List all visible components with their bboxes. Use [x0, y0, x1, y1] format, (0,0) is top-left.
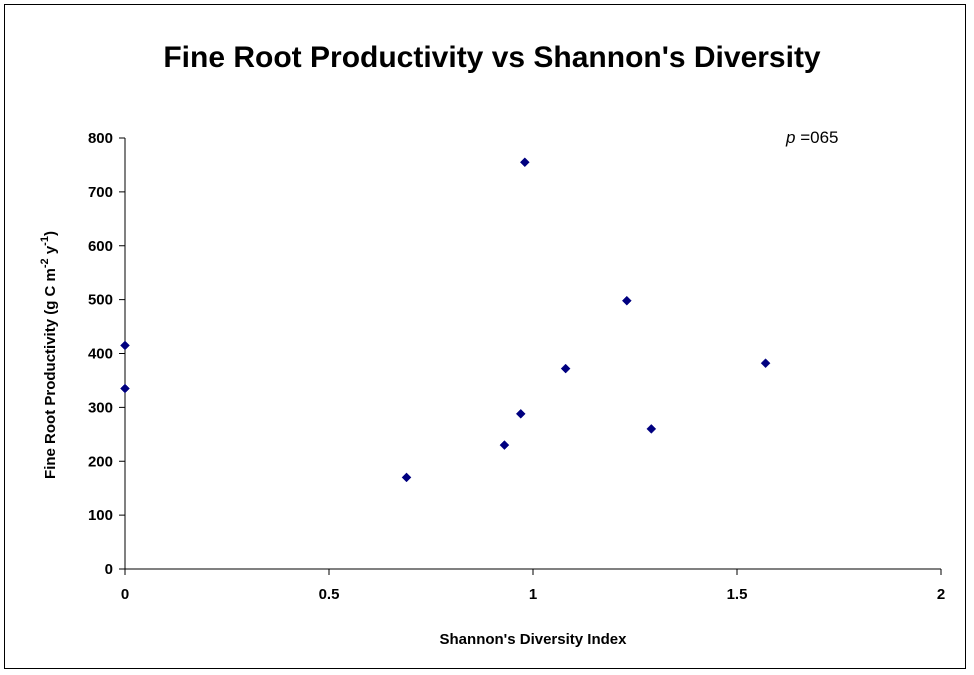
- y-axis-label-mid: y: [42, 245, 59, 258]
- data-point: [401, 472, 412, 483]
- y-axis-label-exp1: -2: [39, 258, 51, 268]
- y-axis-label: Fine Root Productivity (g C m-2 y-1): [39, 231, 59, 479]
- y-axis-label-end: ): [42, 231, 59, 236]
- p-symbol: p: [785, 128, 795, 147]
- data-point: [499, 440, 510, 450]
- y-axis-label-main: Fine Root Productivity (g C m: [42, 268, 59, 479]
- scatter-chart: Fine Root Productivity vs Shannon's Dive…: [39, 41, 945, 648]
- x-tick-label: 2: [937, 586, 945, 603]
- data-point: [120, 340, 130, 351]
- y-tick-label: 0: [105, 561, 113, 578]
- data-point: [760, 358, 771, 369]
- y-tick-label: 100: [88, 507, 113, 524]
- y-tick-label: 700: [88, 184, 113, 201]
- data-point: [560, 363, 571, 374]
- y-tick-label: 500: [88, 292, 113, 309]
- y-tick-label: 600: [88, 238, 113, 255]
- x-tick-label: 1.5: [727, 586, 748, 603]
- data-point: [515, 408, 526, 419]
- data-points: [120, 157, 771, 483]
- x-tick-label: 1: [529, 586, 537, 603]
- p-value-text: =065: [795, 128, 838, 147]
- data-point: [120, 383, 130, 394]
- y-axis: 0 100 200 300 400 500 600 700 800: [88, 130, 125, 578]
- x-axis: 0 0.5 1 1.5 2: [121, 569, 945, 603]
- y-tick-label: 400: [88, 346, 113, 363]
- p-value-annotation: p =065: [785, 128, 838, 147]
- data-point: [621, 295, 632, 306]
- y-tick-label: 800: [88, 130, 113, 147]
- y-tick-label: 200: [88, 453, 113, 470]
- chart-frame: Fine Root Productivity vs Shannon's Dive…: [4, 4, 966, 669]
- x-tick-label: 0.5: [319, 586, 340, 603]
- data-point: [646, 424, 657, 434]
- chart-title: Fine Root Productivity vs Shannon's Dive…: [163, 41, 821, 74]
- x-tick-label: 0: [121, 586, 129, 603]
- y-axis-label-exp2: -1: [39, 236, 51, 246]
- x-axis-label: Shannon's Diversity Index: [440, 631, 628, 648]
- y-tick-label: 300: [88, 399, 113, 416]
- data-point: [519, 157, 530, 168]
